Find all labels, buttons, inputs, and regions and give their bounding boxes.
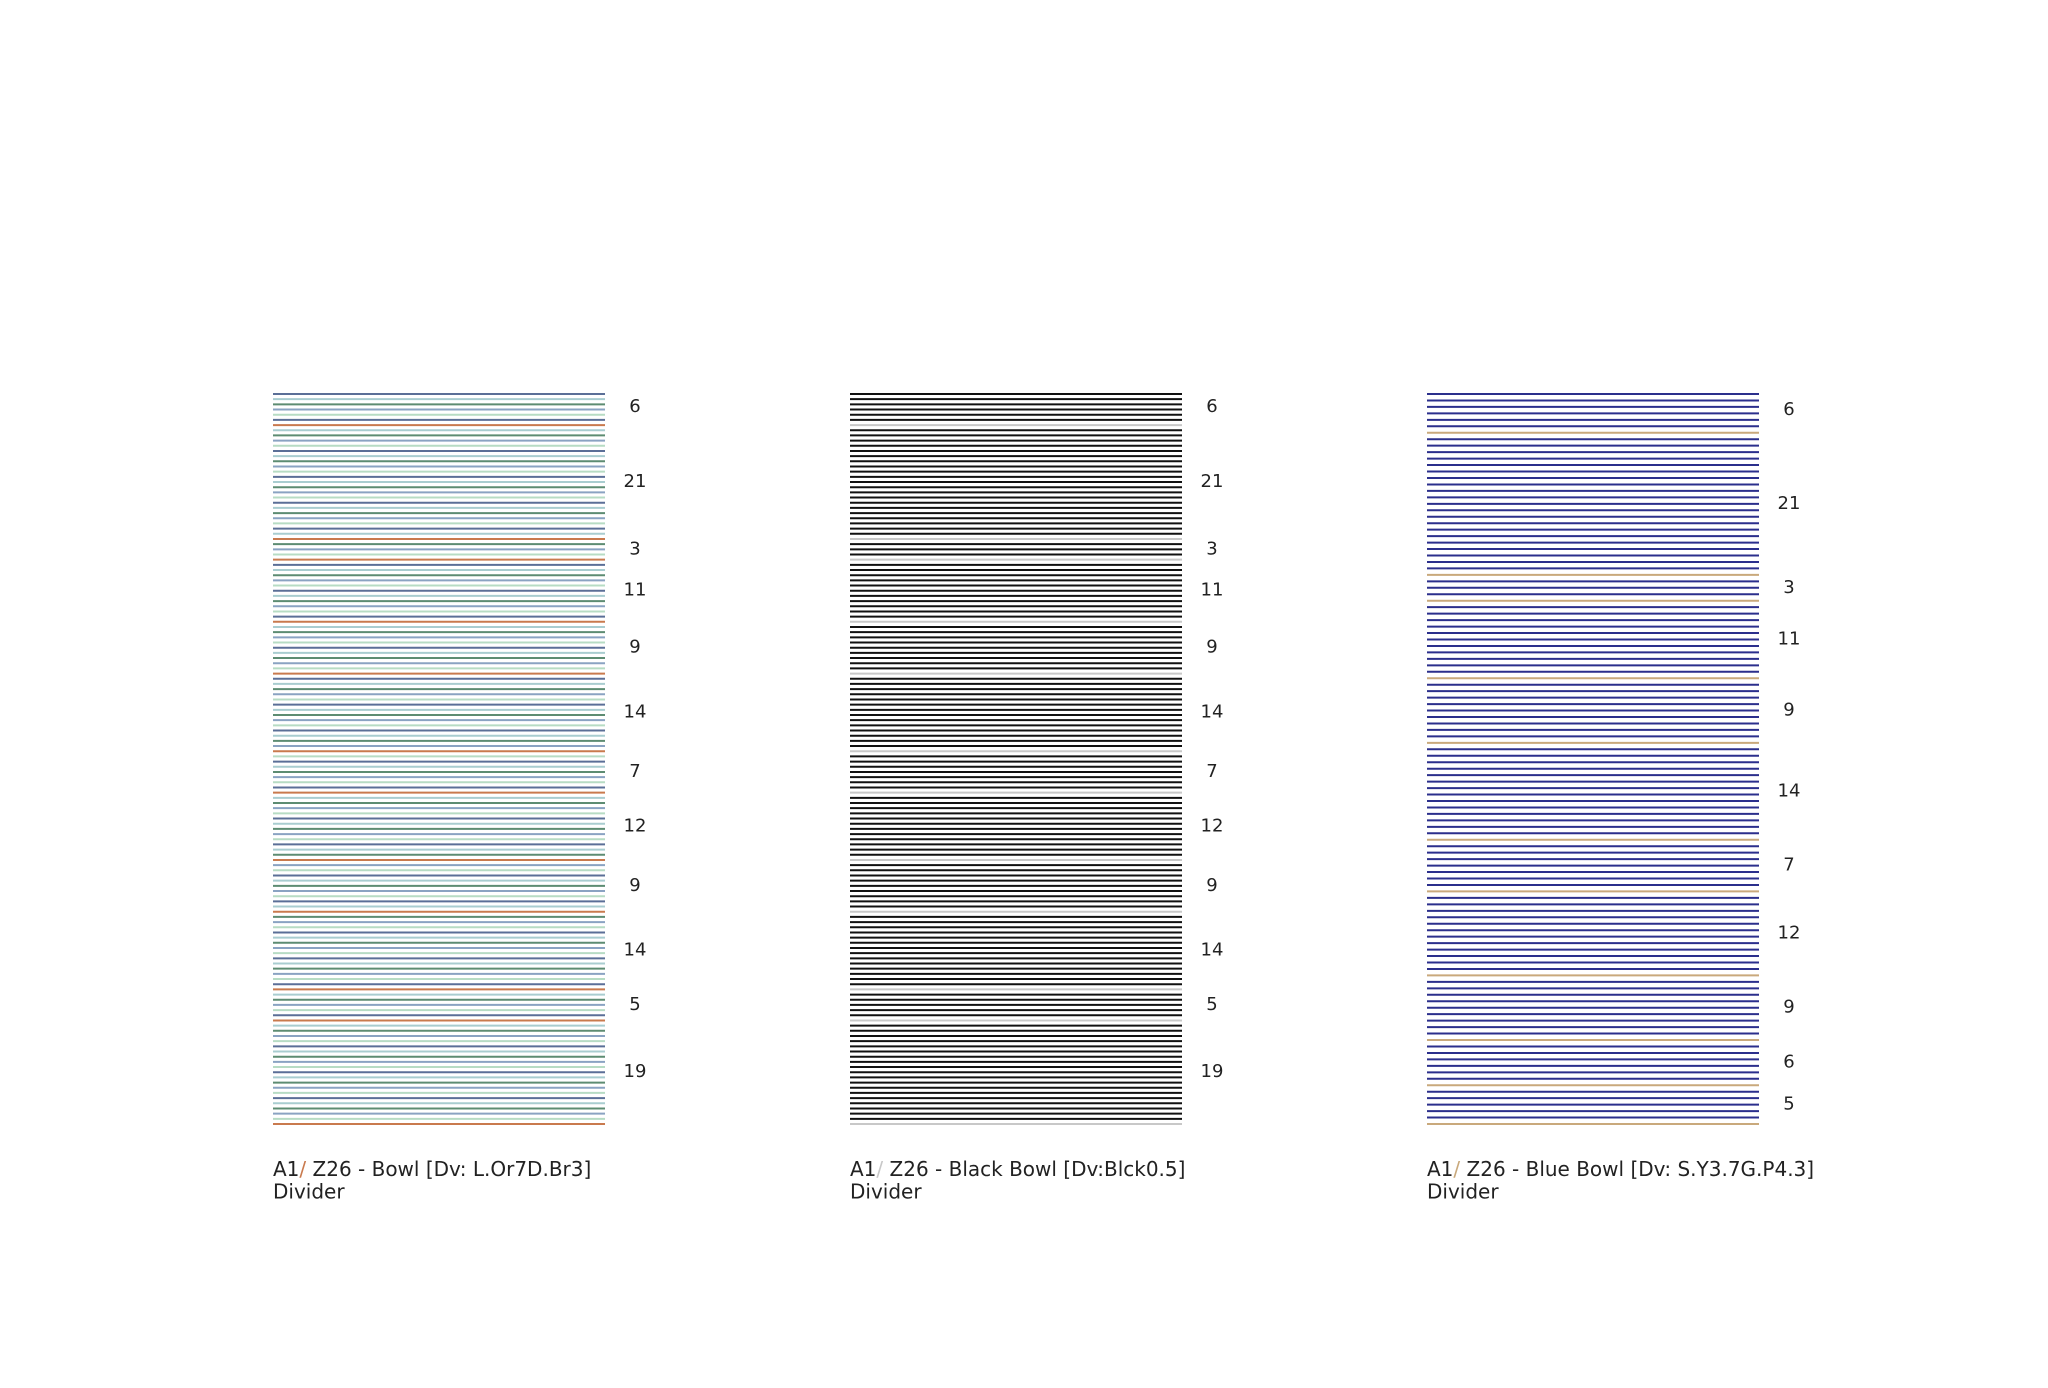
group-count: 14 [1201, 940, 1224, 961]
group-count: 14 [1201, 701, 1224, 722]
caption: A1/ Z26 - Blue Bowl [Dv: S.Y3.7G.P4.3] [1427, 1157, 1814, 1181]
group-count: 9 [1206, 875, 1217, 896]
caption-subtitle: Divider [273, 1180, 345, 1204]
group-count: 7 [629, 761, 640, 782]
group-count: 21 [624, 471, 647, 492]
group-count: 3 [1783, 577, 1794, 598]
caption-slash: / [1453, 1157, 1460, 1181]
caption-name: Z26 - Black Bowl [Dv:Blck0.5] [883, 1157, 1185, 1181]
caption-name: Z26 - Blue Bowl [Dv: S.Y3.7G.P4.3] [1460, 1157, 1814, 1181]
group-count: 9 [629, 875, 640, 896]
group-count: 5 [629, 994, 640, 1015]
group-count: 14 [624, 940, 647, 961]
group-count: 12 [624, 815, 647, 836]
caption-subtitle: Divider [1427, 1180, 1499, 1204]
group-count: 9 [1783, 997, 1794, 1018]
group-count: 12 [1201, 815, 1224, 836]
group-count: 11 [624, 580, 647, 601]
group-count: 21 [1201, 471, 1224, 492]
caption-code: A1 [273, 1157, 299, 1181]
caption: A1/ Z26 - Black Bowl [Dv:Blck0.5] [850, 1157, 1185, 1181]
group-count: 19 [1201, 1061, 1224, 1082]
group-count: 9 [1206, 637, 1217, 658]
group-count: 6 [1783, 399, 1794, 420]
panel: 6 21 3 11 9 14 7 12 9 14 5 19 A1/ Z26 - Black Bowl [… [850, 393, 1224, 1204]
group-count: 9 [1783, 700, 1794, 721]
group-count: 11 [1778, 628, 1801, 649]
group-count: 21 [1778, 493, 1801, 514]
group-count: 14 [624, 701, 647, 722]
group-count: 6 [1783, 1052, 1794, 1073]
group-count: 5 [1206, 994, 1217, 1015]
caption-code: A1 [1427, 1157, 1453, 1181]
caption: A1/ Z26 - Bowl [Dv: L.Or7D.Br3] [273, 1157, 591, 1181]
caption-slash: / [876, 1157, 883, 1181]
group-count: 5 [1783, 1094, 1794, 1115]
caption-subtitle: Divider [850, 1180, 922, 1204]
group-count: 9 [629, 637, 640, 658]
group-count: 7 [1783, 855, 1794, 876]
group-count: 3 [1206, 538, 1217, 559]
panel: 6 21 3 11 9 14 7 12 9 6 5 A1/ Z26 - Blue Bowl [Dv: … [1427, 393, 1814, 1204]
group-count: 12 [1778, 922, 1801, 943]
caption-code: A1 [850, 1157, 876, 1181]
group-count: 19 [624, 1061, 647, 1082]
group-count: 6 [1206, 396, 1217, 417]
panel: 6 21 3 11 9 14 7 12 9 14 5 19 A1/ Z26 - Bowl [Dv: L.… [273, 393, 647, 1204]
caption-name: Z26 - Bowl [Dv: L.Or7D.Br3] [306, 1157, 591, 1181]
caption-slash: / [299, 1157, 306, 1181]
group-count: 14 [1778, 780, 1801, 801]
group-count: 11 [1201, 580, 1224, 601]
group-count: 3 [629, 538, 640, 559]
group-count: 6 [629, 396, 640, 417]
group-count: 7 [1206, 761, 1217, 782]
